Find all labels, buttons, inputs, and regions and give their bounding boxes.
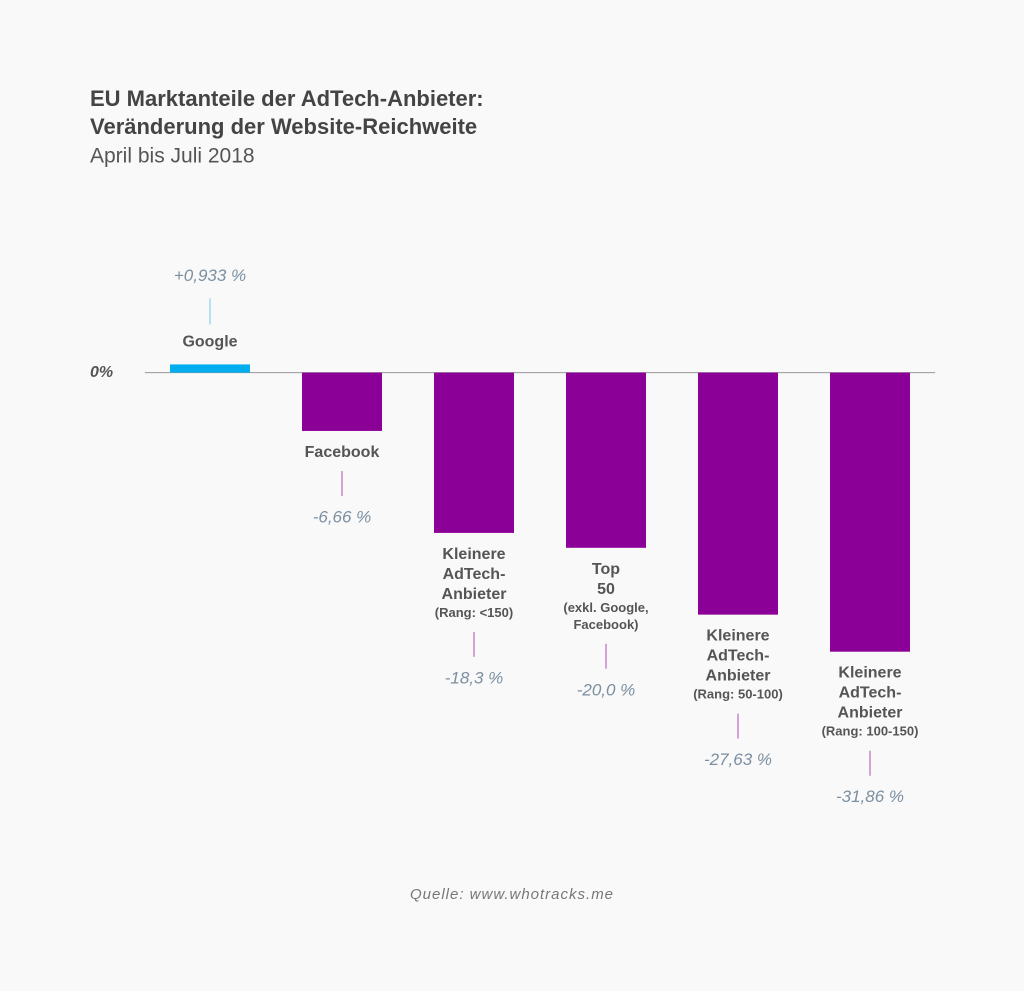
- category-detail: (Rang: 50-100): [693, 687, 783, 702]
- category-label: Kleinere AdTech-Anbieter: [706, 628, 771, 685]
- bar: [830, 372, 910, 652]
- bar: [698, 372, 778, 615]
- source: Quelle: www.whotracks.me: [410, 886, 614, 903]
- value-label: -31,86 %: [836, 787, 904, 806]
- value-label: -27,63 %: [704, 750, 772, 769]
- category-detail: (exkl. Google, Facebook): [563, 600, 648, 632]
- category-label: Kleinere AdTech-Anbieter: [442, 546, 507, 603]
- category-label: Top 50: [592, 561, 620, 598]
- category-detail: (Rang: <150): [435, 605, 513, 620]
- y-tick-label: 0%: [90, 364, 113, 381]
- chart-title: EU Marktanteile der AdTech-Anbieter:: [90, 86, 484, 111]
- chart-title: Veränderung der Website-Reichweite: [90, 114, 477, 139]
- category-detail: (Rang: 100-150): [822, 724, 919, 739]
- value-label: -20,0 %: [577, 680, 636, 699]
- category-label: Kleinere AdTech-Anbieter: [838, 665, 903, 722]
- chart-subtitle: April bis Juli 2018: [90, 145, 255, 168]
- value-label: +0,933 %: [174, 266, 246, 285]
- bar: [170, 364, 250, 373]
- category-label: Google: [182, 334, 237, 351]
- value-label: -6,66 %: [313, 507, 372, 526]
- bar: [566, 372, 646, 548]
- bar: [302, 372, 382, 431]
- value-label: -18,3 %: [445, 668, 504, 687]
- bar: [434, 372, 514, 533]
- category-label: Facebook: [305, 444, 380, 461]
